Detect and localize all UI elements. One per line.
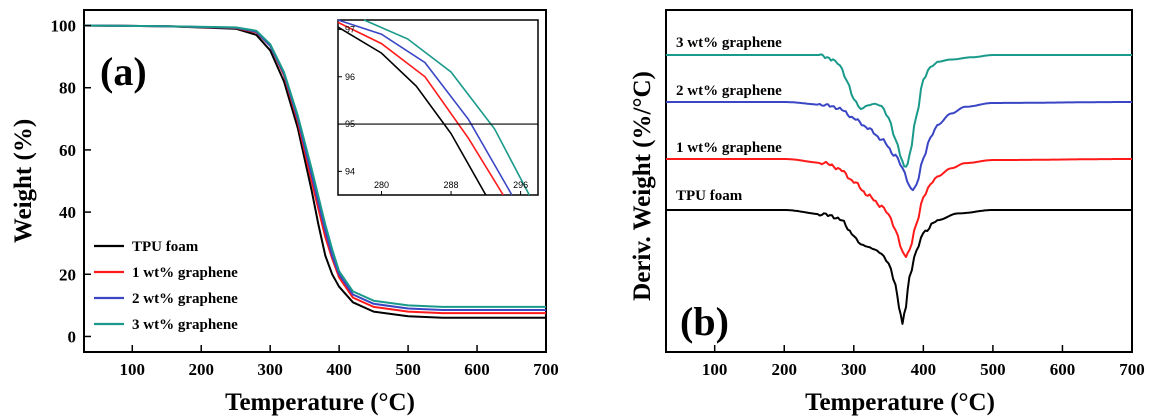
panel-b-series-group xyxy=(666,53,1132,325)
legend-label-3wt: 3 wt% graphene xyxy=(132,317,238,333)
panel-a-tga-chart: 100 200 300 400 500 600 700 0 20 40 60 80 100 (a) T… xyxy=(10,9,559,416)
panel-b-x-tick-label: 500 xyxy=(980,360,1006,379)
panel-a-x-tick-label: 200 xyxy=(188,360,214,379)
legend-label-tpu: TPU foam xyxy=(132,239,199,255)
panel-a-y-tick-label: 20 xyxy=(59,265,76,284)
panel-a-y-axis-title: Weight (%) xyxy=(10,119,37,243)
curve-label-tpu: TPU foam xyxy=(676,188,743,204)
panel-a-series-group xyxy=(83,24,546,319)
inset-y-ticks: 94 95 96 97 xyxy=(338,24,355,176)
inset-y-tick-label: 96 xyxy=(345,72,355,82)
panel-a-x-tick-label: 500 xyxy=(395,360,421,379)
panel-a-x-tick-label: 100 xyxy=(120,360,146,379)
panel-a-x-axis-title: Temperature (°C) xyxy=(225,389,415,416)
panel-a-x-tick-label: 600 xyxy=(464,360,490,379)
panel-a-x-tick-label: 700 xyxy=(533,360,559,379)
panel-a-series-tpu-foam xyxy=(83,24,546,319)
inset-y-tick-label: 94 xyxy=(345,166,355,176)
legend-label-1wt: 1 wt% graphene xyxy=(132,265,238,281)
panel-a-x-ticks: 100 200 300 400 500 600 700 xyxy=(120,345,559,379)
panel-a-label: (a) xyxy=(100,49,147,94)
panel-b-x-tick-label: 700 xyxy=(1119,360,1145,379)
inset-series-tpu-foam xyxy=(337,26,487,196)
panel-a-legend: TPU foam 1 wt% graphene 2 wt% graphene 3… xyxy=(94,239,238,333)
panel-b-dtg-chart: 100 200 300 400 500 600 700 (b) Temperature (°… xyxy=(629,9,1145,416)
panel-b-series-3-wt-graphene xyxy=(666,53,1132,168)
inset-series-2-wt-graphene xyxy=(337,19,513,196)
curve-label-1wt: 1 wt% graphene xyxy=(676,140,782,156)
panel-a-x-tick-label: 300 xyxy=(257,360,283,379)
inset-x-ticks: 280 288 296 xyxy=(374,180,528,195)
legend-label-2wt: 2 wt% graphene xyxy=(132,291,238,307)
panel-a-y-tick-label: 40 xyxy=(59,203,76,222)
inset-y-tick-label: 95 xyxy=(345,119,355,129)
panel-a-y-tick-label: 100 xyxy=(51,17,77,36)
panel-b-x-tick-label: 300 xyxy=(841,360,867,379)
panel-b-x-tick-label: 200 xyxy=(771,360,797,379)
panel-b-y-axis-title: Deriv. Weight (%/°C) xyxy=(629,71,656,301)
inset-series-3-wt-graphene xyxy=(363,19,531,196)
panel-a-plot-frame xyxy=(83,9,547,353)
panel-b-x-tick-label: 400 xyxy=(911,360,937,379)
panel-a-y-ticks: 0 20 40 60 80 100 xyxy=(51,17,91,346)
panel-b-plot-frame xyxy=(665,9,1133,353)
panel-b-x-ticks: 100 200 300 400 500 600 700 xyxy=(702,345,1145,379)
panel-a-series-3-wt-graphene xyxy=(83,24,546,308)
inset-series-group xyxy=(337,19,531,196)
panel-a-y-tick-label: 60 xyxy=(59,141,76,160)
panel-b-x-tick-label: 600 xyxy=(1050,360,1076,379)
panel-b-series-2-wt-graphene xyxy=(666,101,1132,192)
panel-a-y-tick-label: 80 xyxy=(59,79,76,98)
panel-b-x-axis-title: Temperature (°C) xyxy=(805,389,995,416)
panel-a-inset-zoom: 280 288 296 94 95 96 97 xyxy=(337,19,539,196)
panel-b-series-tpu-foam xyxy=(666,209,1132,325)
panel-b-series-1-wt-graphene xyxy=(666,158,1132,258)
panel-a-x-tick-label: 400 xyxy=(326,360,352,379)
inset-series-1-wt-graphene xyxy=(337,21,504,196)
curve-label-2wt: 2 wt% graphene xyxy=(676,83,782,99)
inset-x-tick-label: 288 xyxy=(444,180,459,190)
panel-b-x-tick-label: 100 xyxy=(702,360,728,379)
inset-frame xyxy=(337,19,539,196)
inset-x-tick-label: 296 xyxy=(513,180,528,190)
inset-y-tick-label: 97 xyxy=(345,24,355,34)
curve-label-3wt: 3 wt% graphene xyxy=(676,35,782,51)
panel-b-label: (b) xyxy=(680,299,729,344)
inset-x-tick-label: 280 xyxy=(374,180,389,190)
panel-a-y-tick-label: 0 xyxy=(68,327,77,346)
